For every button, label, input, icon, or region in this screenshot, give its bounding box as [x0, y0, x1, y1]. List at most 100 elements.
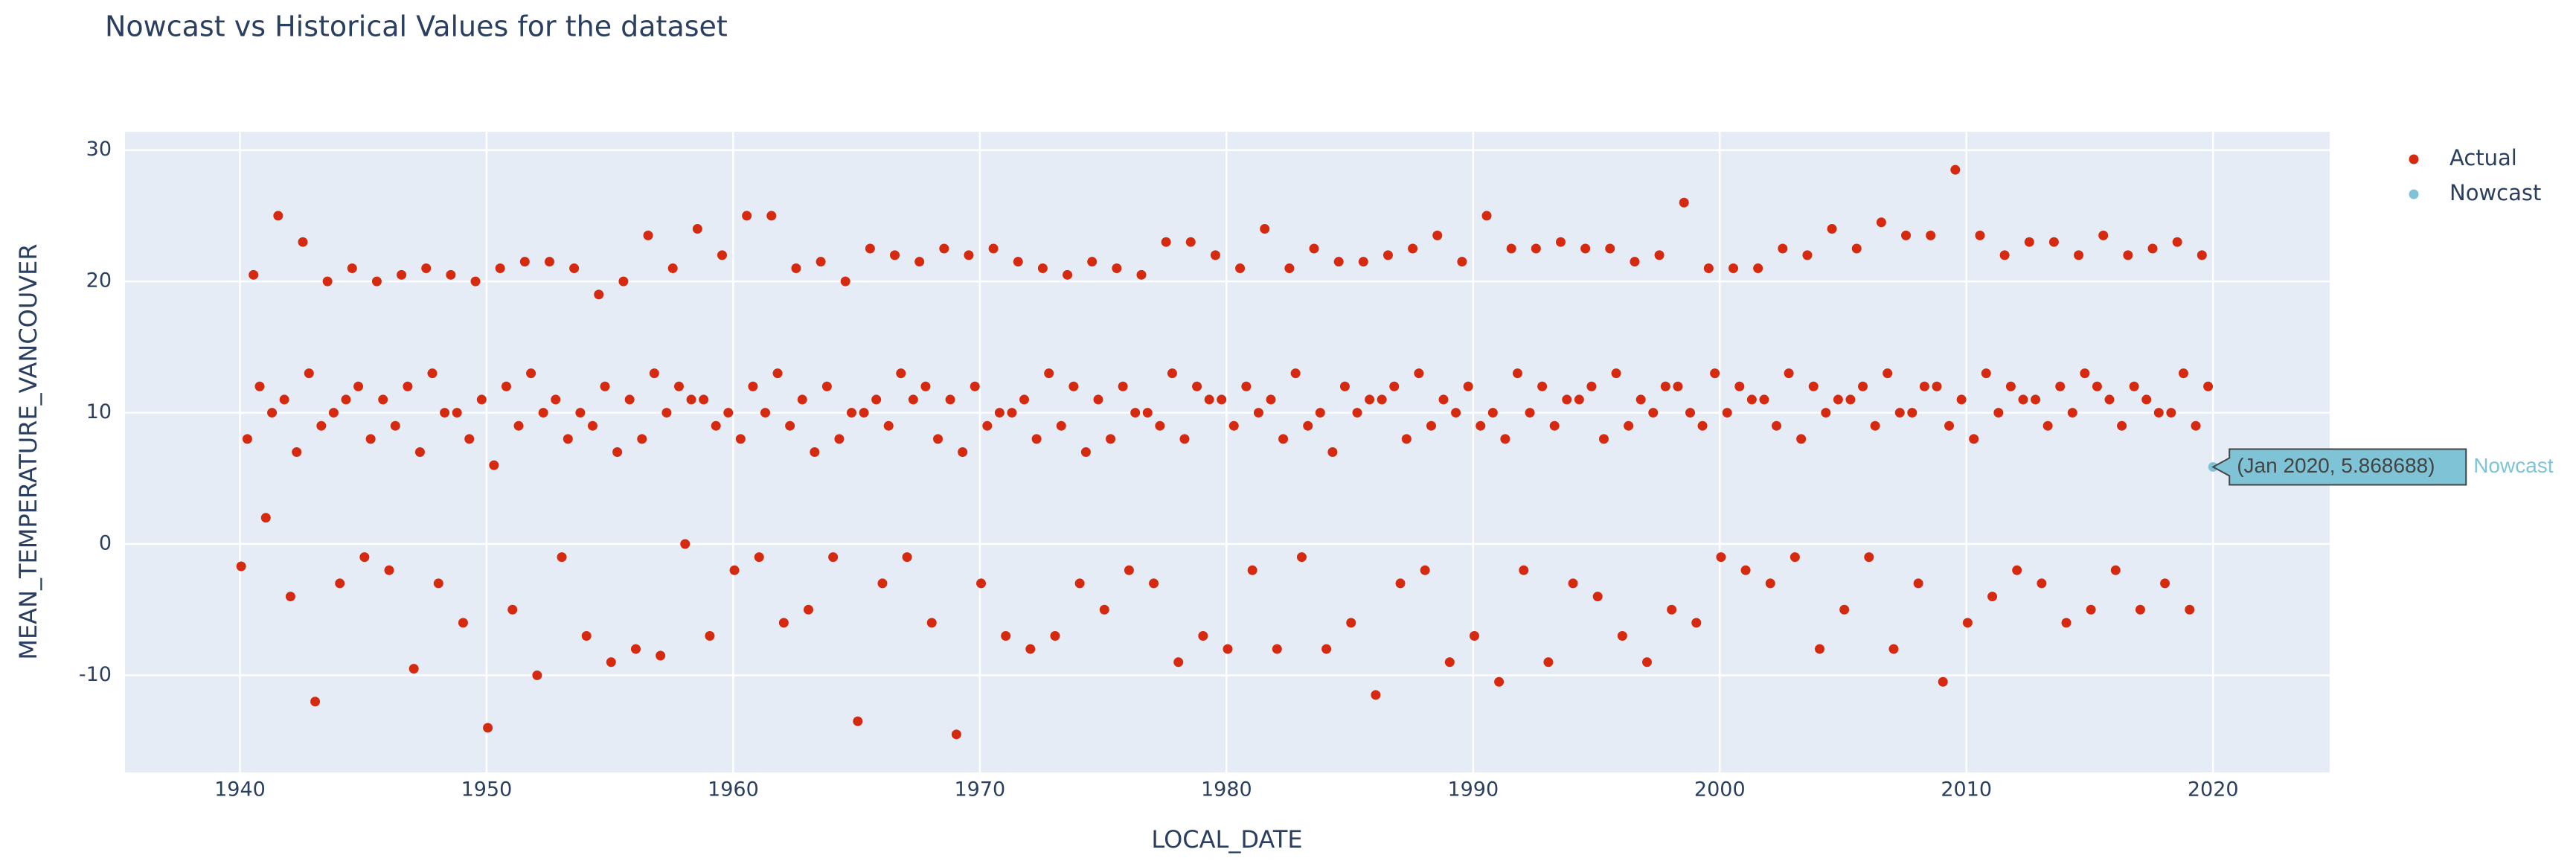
- data-point: [2172, 237, 2182, 247]
- data-point: [1099, 604, 1109, 615]
- data-point: [1001, 631, 1011, 641]
- data-point: [1420, 565, 1430, 575]
- data-point: [680, 539, 691, 549]
- data-point: [1962, 618, 1973, 628]
- data-point: [2005, 381, 2016, 391]
- data-point: [2037, 578, 2047, 589]
- data-point: [1476, 420, 1486, 431]
- data-point: [347, 263, 357, 273]
- data-point: [699, 394, 709, 405]
- data-point: [933, 434, 943, 444]
- data-point: [1185, 237, 1196, 247]
- data-point: [2055, 381, 2066, 391]
- data-point: [1063, 269, 1073, 280]
- data-point: [1217, 394, 1227, 405]
- data-point: [2141, 394, 2152, 405]
- data-point: [1432, 230, 1443, 240]
- data-point: [2012, 565, 2022, 575]
- y-tick-label: 20: [86, 269, 112, 292]
- data-point: [1438, 394, 1449, 405]
- data-point: [1167, 368, 1177, 379]
- data-point: [1087, 257, 1098, 267]
- data-point: [1778, 243, 1788, 254]
- data-point: [587, 420, 597, 431]
- data-point: [711, 420, 721, 431]
- data-point: [1173, 657, 1184, 668]
- data-point: [951, 729, 961, 740]
- data-point: [871, 394, 882, 405]
- data-point: [1993, 408, 2004, 418]
- data-point: [1149, 578, 1159, 589]
- data-point: [890, 250, 900, 260]
- data-point: [1161, 237, 1171, 247]
- data-point: [1031, 434, 1042, 444]
- data-point: [859, 408, 869, 418]
- legend-label: Actual: [2450, 145, 2517, 170]
- y-axis-title: MEAN_TEMPERATURE_VANCOUVER: [14, 243, 42, 659]
- legend-marker: [2409, 154, 2419, 164]
- data-point: [742, 211, 752, 221]
- data-point: [692, 224, 702, 234]
- data-point: [1130, 408, 1141, 418]
- data-point: [2080, 368, 2090, 379]
- data-point: [1469, 631, 1479, 641]
- data-point: [1901, 230, 1912, 240]
- data-point: [2166, 408, 2176, 418]
- data-point: [1494, 676, 1505, 687]
- data-point: [1913, 578, 1923, 589]
- data-point: [569, 263, 580, 273]
- data-point: [1691, 618, 1702, 628]
- data-point: [778, 618, 789, 628]
- data-point: [643, 230, 653, 240]
- y-tick-label: 0: [99, 532, 112, 555]
- data-point: [1772, 420, 1782, 431]
- data-point: [1938, 676, 1948, 687]
- data-point: [1118, 381, 1128, 391]
- data-point: [970, 381, 980, 391]
- data-point: [427, 368, 438, 379]
- data-point: [1223, 644, 1233, 654]
- data-point: [1790, 552, 1800, 563]
- data-point: [1352, 408, 1362, 418]
- data-point: [1296, 552, 1307, 563]
- data-point: [1555, 237, 1566, 247]
- data-point: [1389, 381, 1400, 391]
- data-point: [772, 368, 783, 379]
- data-point: [1605, 243, 1615, 254]
- data-point: [1192, 381, 1202, 391]
- data-point: [1339, 381, 1350, 391]
- data-point: [476, 394, 487, 405]
- data-point: [840, 276, 850, 287]
- data-point: [1463, 381, 1473, 391]
- data-point: [1796, 434, 1807, 444]
- data-point: [2086, 604, 2096, 615]
- data-point: [1716, 552, 1726, 563]
- data-point: [964, 250, 974, 260]
- data-point: [896, 368, 906, 379]
- data-point: [994, 408, 1005, 418]
- data-point: [1512, 368, 1522, 379]
- data-point: [2024, 237, 2034, 247]
- data-point: [483, 723, 493, 733]
- data-point: [1426, 420, 1436, 431]
- data-point: [847, 408, 857, 418]
- data-point: [1333, 257, 1344, 267]
- data-point: [2135, 604, 2145, 615]
- data-point: [816, 257, 826, 267]
- data-point: [2042, 420, 2053, 431]
- data-point: [594, 289, 604, 300]
- data-point: [1303, 420, 1313, 431]
- data-point: [2092, 381, 2102, 391]
- data-point: [958, 447, 968, 457]
- data-point: [353, 381, 364, 391]
- data-point: [452, 408, 462, 418]
- data-point: [1821, 408, 1831, 418]
- data-point: [624, 394, 635, 405]
- data-point: [1247, 565, 1257, 575]
- data-point: [785, 420, 795, 431]
- data-point: [1765, 578, 1775, 589]
- data-point: [1969, 434, 1979, 444]
- data-point: [1074, 578, 1085, 589]
- data-point: [1975, 230, 1985, 240]
- x-tick-label: 2000: [1694, 778, 1746, 801]
